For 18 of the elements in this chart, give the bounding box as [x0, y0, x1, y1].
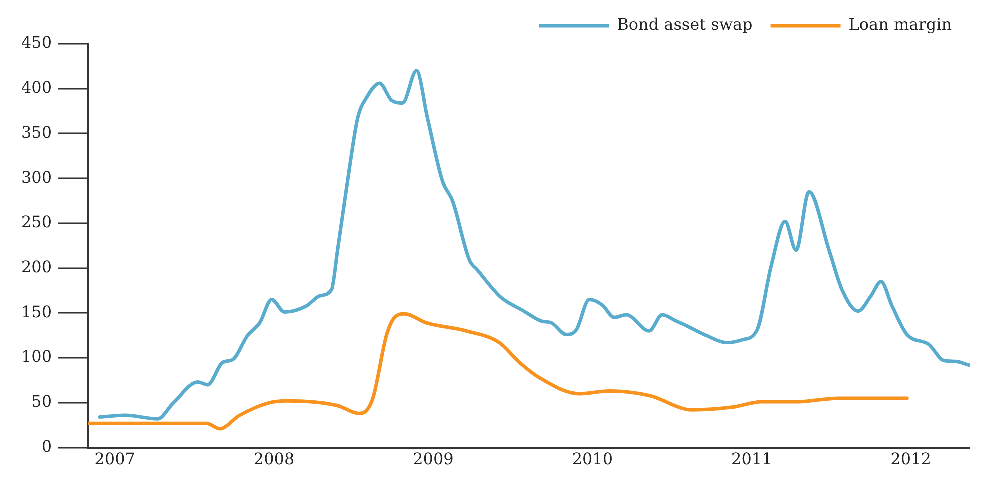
y-tick-label: 350	[21, 122, 52, 142]
x-tick-label: 2009	[413, 450, 454, 469]
x-tick-label: 2011	[732, 450, 772, 469]
y-tick-label: 200	[21, 257, 52, 276]
x-tick-label: 2012	[890, 450, 932, 469]
y-tick-label: 450	[21, 33, 52, 52]
y-tick-label: 50	[32, 392, 52, 412]
x-tick-label: 2010	[572, 450, 614, 469]
x-tick-label: 2008	[254, 450, 295, 469]
legend-label: Loan margin	[848, 15, 952, 34]
y-tick-label: 400	[21, 78, 52, 98]
y-tick-label: 300	[21, 168, 52, 187]
y-tick-label: 150	[21, 302, 52, 322]
y-tick-label: 0	[42, 436, 52, 456]
y-tick-label: 100	[21, 347, 52, 366]
x-tick-label: 2007	[94, 450, 136, 469]
y-tick-label: 250	[21, 212, 52, 232]
legend-label: Bond asset swap	[617, 15, 753, 34]
